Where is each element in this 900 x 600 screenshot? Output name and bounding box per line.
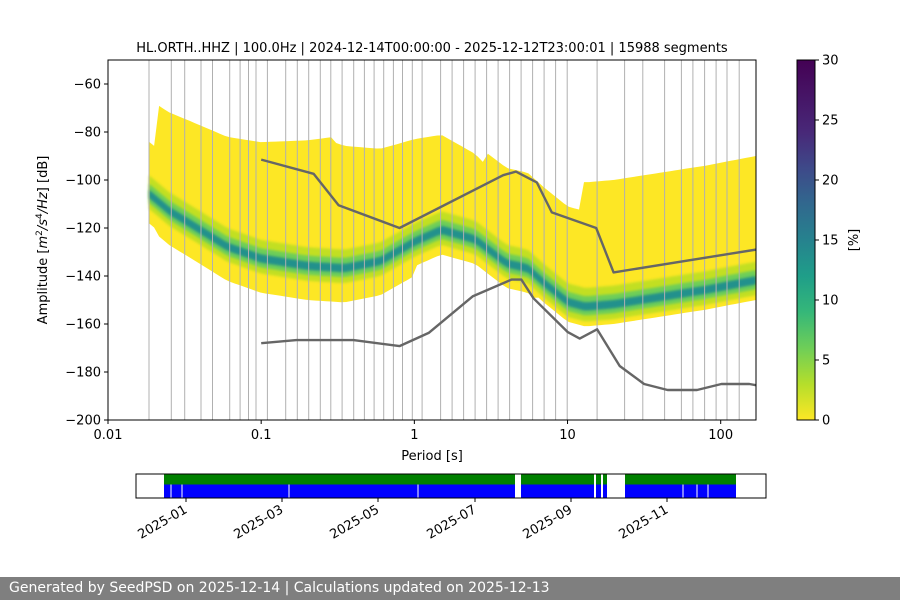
y-axis: −60 −80 −100 −120 −140 −160 −180 −200 [65, 78, 108, 429]
data-availability-strip: 2025-01 2025-03 2025-05 2025-07 2025-09 2025-… [135, 473, 767, 543]
availability-segment-bottom [164, 484, 515, 498]
availability-segment-top [625, 474, 736, 485]
availability-tick-label: 2025-07 [424, 502, 479, 542]
availability-segment-top [603, 474, 607, 485]
y-tick-label: −140 [65, 270, 101, 285]
availability-date-axis: 2025-01 2025-03 2025-05 2025-07 2025-09 2025-… [135, 498, 671, 543]
y-tick-label: −80 [74, 126, 101, 141]
availability-tick-label: 2025-03 [231, 502, 286, 542]
y-tick-label: −160 [65, 318, 101, 333]
availability-bars [164, 474, 736, 498]
colorbar-ticks: 0 5 10 15 20 25 30 [815, 54, 839, 429]
availability-segment-top [164, 474, 515, 485]
period-grid [148, 60, 740, 420]
availability-segment-bottom [521, 484, 594, 498]
x-axis: 0.01 0.1 1 10 100 [94, 420, 733, 443]
x-axis-label: Period [s] [401, 449, 463, 464]
availability-segment-bottom [625, 484, 736, 498]
x-tick-label: 10 [559, 428, 576, 443]
colorbar-tick-label: 0 [822, 414, 830, 429]
colorbar-tick-label: 5 [822, 354, 830, 369]
ppsd-plot-area [107, 59, 757, 421]
colorbar-tick-label: 15 [822, 234, 839, 249]
y-tick-label: −120 [65, 222, 101, 237]
x-tick-label: 1 [410, 428, 418, 443]
availability-segment-top [596, 474, 601, 485]
x-tick-label: 0.1 [251, 428, 272, 443]
colorbar-tick-label: 10 [822, 294, 839, 309]
y-tick-label: −100 [65, 174, 101, 189]
y-tick-label: −180 [65, 366, 101, 381]
y-tick-label: −60 [74, 78, 101, 93]
availability-tick-label: 2025-09 [520, 502, 575, 542]
colorbar-tick-label: 25 [822, 114, 839, 129]
x-tick-label: 100 [708, 428, 733, 443]
noise-models [260, 158, 756, 392]
colorbar: 0 5 10 15 20 25 30 [%] [796, 54, 862, 429]
colorbar-gradient [796, 59, 816, 421]
availability-segment-bottom [596, 484, 601, 498]
footer-text: Generated by SeedPSD on 2025-12-14 | Cal… [9, 580, 550, 596]
density-mid-band [149, 175, 756, 322]
y-tick-label: −200 [65, 414, 101, 429]
low-noise-model-line [261, 278, 756, 392]
availability-tick-label: 2025-01 [135, 502, 190, 542]
availability-frame [135, 473, 767, 499]
high-noise-model-line [260, 158, 756, 274]
y-axis-label: Amplitude [m2/s4/Hz] [dB] [35, 156, 51, 325]
colorbar-tick-label: 20 [822, 174, 839, 189]
availability-tick-label: 2025-05 [327, 502, 382, 542]
colorbar-tick-label: 30 [822, 54, 839, 69]
chart-title: HL.ORTH..HHZ | 100.0Hz | 2024-12-14T00:0… [136, 41, 728, 56]
availability-segment-bottom [603, 484, 607, 498]
x-tick-label: 0.01 [94, 428, 123, 443]
availability-tick-label: 2025-11 [616, 502, 671, 542]
footer-bar: Generated by SeedPSD on 2025-12-14 | Cal… [0, 577, 900, 600]
plot-frame [107, 59, 757, 421]
colorbar-label: [%] [847, 229, 862, 252]
availability-segment-top [521, 474, 594, 485]
